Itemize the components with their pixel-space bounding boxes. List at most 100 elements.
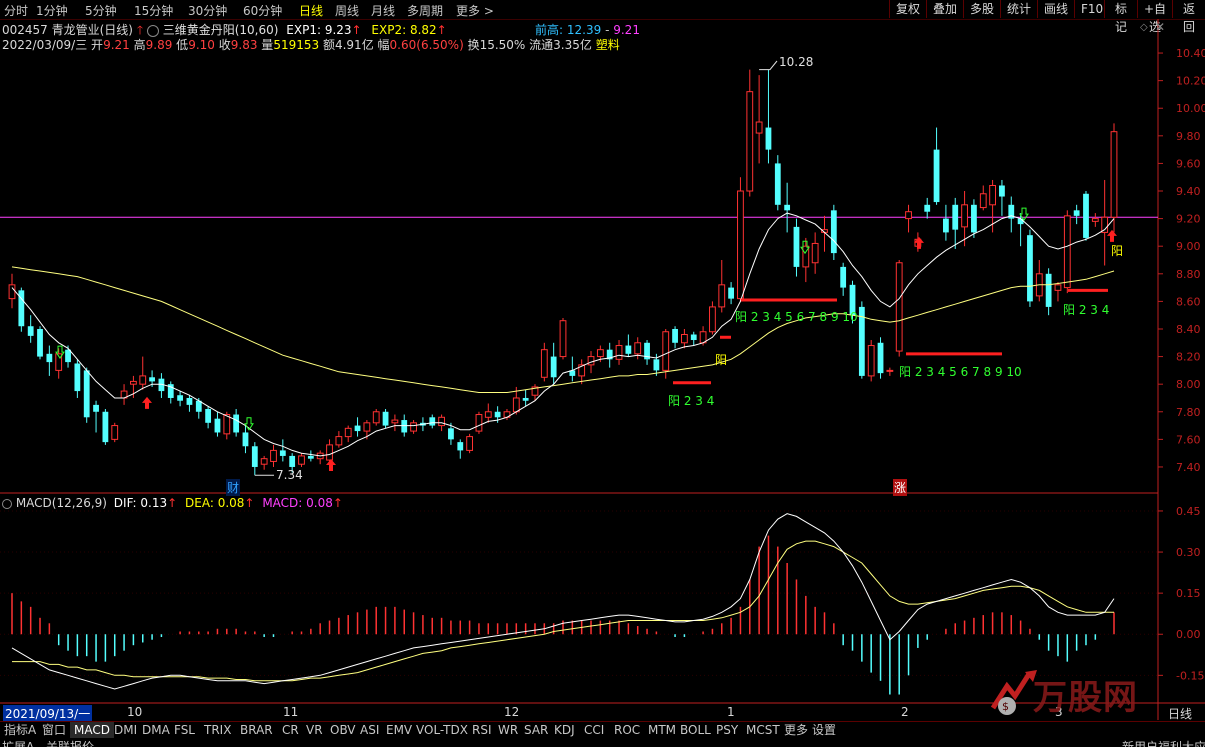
candle-body-down xyxy=(177,395,183,401)
buy-arrow-icon xyxy=(326,458,336,471)
candle-body-down xyxy=(195,400,202,412)
watermark-text: 万股网 xyxy=(1033,678,1138,718)
close-icon[interactable]: ✕ xyxy=(1155,20,1166,34)
sell-arrow-icon xyxy=(800,240,810,255)
price-tick-label: 8.00 xyxy=(1176,378,1201,391)
amount-value: 4.91亿 xyxy=(334,38,374,52)
zhang-badge[interactable]: 涨 xyxy=(893,479,908,496)
back-button[interactable]: 返回 xyxy=(1172,0,1205,34)
period-tab-1min[interactable]: 1分钟 xyxy=(36,4,68,18)
indicator-tab-emv[interactable]: EMV xyxy=(386,723,413,737)
indicator-tab-rsi[interactable]: RSI xyxy=(472,723,492,737)
period-tab-weekly[interactable]: 周线 xyxy=(335,4,360,18)
indicator-tab-fsl[interactable]: FSL xyxy=(174,723,195,737)
low-value: 9.10 xyxy=(188,38,215,52)
draw-line-button[interactable]: 画线 xyxy=(1037,0,1074,18)
cai-badge[interactable]: 财 xyxy=(226,479,241,496)
indicator-tab-a[interactable]: 指标A xyxy=(4,723,37,737)
period-tab-15min[interactable]: 15分钟 xyxy=(134,4,174,18)
overlay-button[interactable]: 叠加 xyxy=(926,0,963,18)
candle-body-up xyxy=(270,449,277,462)
indicator-tab-brar[interactable]: BRAR xyxy=(240,723,273,737)
period-tab-fenshi[interactable]: 分时 xyxy=(4,4,29,18)
status-left[interactable]: 扩展A xyxy=(2,740,35,747)
f10-button[interactable]: F10 xyxy=(1074,0,1104,18)
candle-body-up xyxy=(1101,216,1109,233)
macd-tick-label: 0.00 xyxy=(1176,628,1201,641)
sell-arrow-icon xyxy=(55,345,65,359)
status-right[interactable]: 新用户福利大应 xyxy=(1122,740,1205,747)
candle-body-down xyxy=(999,185,1005,197)
multi-stock-button[interactable]: 多股 xyxy=(963,0,1000,18)
period-tab-more[interactable]: 更多 > xyxy=(456,4,494,18)
indicator-tab-dma[interactable]: DMA xyxy=(142,723,170,737)
indicator-tab-[interactable]: 窗口 xyxy=(42,723,67,737)
indicator-tab-obv[interactable]: OBV xyxy=(330,723,356,737)
period-tab-60min[interactable]: 60分钟 xyxy=(243,4,283,18)
candle-body-down xyxy=(74,363,81,392)
candle-body-up xyxy=(559,320,567,358)
fuquan-button[interactable]: 复权 xyxy=(889,0,926,18)
indicator-tab-macd[interactable]: MACD xyxy=(70,722,114,739)
indicator-tab-sar[interactable]: SAR xyxy=(524,723,549,737)
candle-body-down xyxy=(690,334,697,341)
volume-value: 519153 xyxy=(273,38,320,52)
indicator-tab-[interactable]: 设置 xyxy=(812,723,837,737)
indicator-tab-psy[interactable]: PSY xyxy=(716,723,739,737)
candle-body-down xyxy=(167,384,174,398)
candle-body-down xyxy=(65,349,71,363)
period-tab-monthly[interactable]: 月线 xyxy=(371,4,396,18)
indicator-tab-vr[interactable]: VR xyxy=(306,723,323,737)
watermark-logo: $ 万股网 xyxy=(985,668,1160,720)
dea-line xyxy=(12,540,1114,682)
candle-body-down xyxy=(93,404,99,412)
macd-toggle-icon[interactable] xyxy=(2,498,12,509)
yang-sequence-2: 阳 2 3 4 5 6 7 8 9 10 xyxy=(735,310,858,324)
candle-body-up xyxy=(615,345,623,360)
buy-arrow-icon xyxy=(914,236,924,249)
status-bar: 扩展A 关联报价 新用户福利大应 xyxy=(0,738,1205,747)
indicator-tab-vol-tdx[interactable]: VOL-TDX xyxy=(416,723,468,737)
indicator-tab-mcst[interactable]: MCST xyxy=(746,723,780,737)
indicator-tab-boll[interactable]: BOLL xyxy=(680,723,711,737)
indicator-tab-asi[interactable]: ASI xyxy=(360,723,380,737)
minimize-icon[interactable]: ◇ xyxy=(1140,22,1148,33)
period-tab-5min[interactable]: 5分钟 xyxy=(85,4,117,18)
ohlc-info: 2022/03/09/三 开9.21 高9.89 低9.10 收9.83 量51… xyxy=(2,38,620,52)
candle-body-down xyxy=(46,353,53,363)
candle-body-up xyxy=(1054,284,1062,291)
indicator-tab-dmi[interactable]: DMI xyxy=(114,723,138,737)
month-label-feb: 2 xyxy=(901,705,909,719)
indicator-tab-roc[interactable]: ROC xyxy=(614,723,641,737)
indicator-tab-trix[interactable]: TRIX xyxy=(204,723,232,737)
indicator-tab-wr[interactable]: WR xyxy=(498,723,519,737)
stock-code-name: 002457 青龙管业(日线) xyxy=(2,23,133,37)
candle-body-down xyxy=(102,411,109,443)
period-tab-multi[interactable]: 多周期 xyxy=(407,4,444,18)
sector-label[interactable]: 塑料 xyxy=(595,38,620,52)
prev-high-info: 前高: 12.39 - 9.21 xyxy=(535,23,640,37)
period-tab-30min[interactable]: 30分钟 xyxy=(188,4,228,18)
candle-body-down xyxy=(289,455,296,467)
candle-body-up xyxy=(260,458,268,465)
price-tick-label: 10.20 xyxy=(1176,75,1205,88)
price-tick-label: 8.80 xyxy=(1176,268,1201,281)
candle-body-up xyxy=(587,356,595,366)
current-date-label: 2021/09/13/一 xyxy=(3,705,93,722)
mark-button[interactable]: 标记 xyxy=(1104,0,1137,34)
candle-body-down xyxy=(37,328,43,357)
candle-body-down xyxy=(653,359,660,371)
indicator-tab-mtm[interactable]: MTM xyxy=(648,723,677,737)
sell-arrow-icon xyxy=(244,417,254,431)
status-left2[interactable]: 关联报价 xyxy=(46,740,95,747)
indicator-tab-[interactable]: 更多 xyxy=(784,723,809,737)
candle-body-up xyxy=(223,414,231,435)
indicator-tab-cr[interactable]: CR xyxy=(282,723,299,737)
period-tab-daily[interactable]: 日线 xyxy=(299,4,324,18)
macd-tick-label: 0.30 xyxy=(1176,546,1201,559)
indicator-toggle-icon[interactable] xyxy=(146,24,159,37)
indicator-tab-cci[interactable]: CCI xyxy=(584,723,605,737)
indicator-tab-kdj[interactable]: KDJ xyxy=(554,723,575,737)
statistics-button[interactable]: 统计 xyxy=(1000,0,1037,18)
